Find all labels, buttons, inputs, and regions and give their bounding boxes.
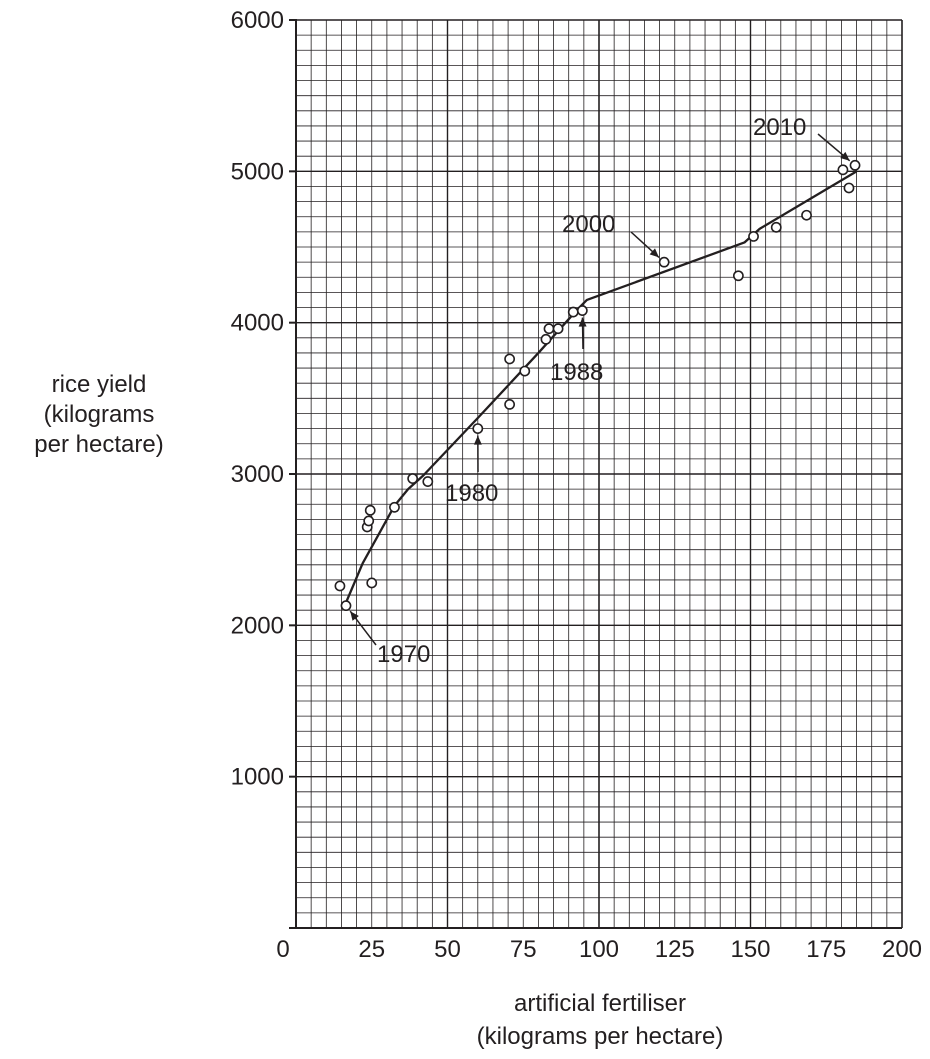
- data-point: [567, 306, 579, 318]
- data-point: [770, 221, 782, 233]
- grid: [295, 19, 903, 929]
- y-axis-label: rice yield (kilograms per hectare): [4, 370, 194, 460]
- data-point: [340, 600, 352, 612]
- tick-labels: 0 25 50 75 100 125 150 175 200 1000 2000 3000 4000 50…: [231, 7, 922, 963]
- x-axis-label-line: (kilograms per hectare): [476, 1023, 724, 1050]
- data-point: [843, 182, 855, 194]
- x-tick-label: 25: [358, 936, 385, 963]
- data-point: [504, 398, 516, 410]
- year-annotations: 1970 1980 1988 2000 2010: [349, 114, 851, 668]
- data-point: [576, 305, 588, 316]
- data-point: [504, 353, 516, 365]
- annotation-label: 2000: [562, 211, 615, 238]
- x-axis-label: artificial fertiliser (kilograms per hec…: [440, 987, 760, 1053]
- data-point: [519, 365, 531, 377]
- annotation-label: 1988: [550, 359, 603, 386]
- x-tick-label: 200: [882, 936, 922, 963]
- annotation-arrowhead: [840, 151, 850, 161]
- annotation-arrowhead: [350, 611, 359, 621]
- annotation-label: 1980: [445, 480, 498, 507]
- data-point: [364, 504, 376, 516]
- data-point: [334, 580, 346, 592]
- y-tick-label: 3000: [231, 461, 284, 488]
- annotation-arrowhead: [649, 248, 659, 258]
- annotation-label: 2010: [753, 114, 806, 141]
- data-point: [837, 164, 849, 176]
- y-axis-label-line: rice yield: [51, 371, 147, 398]
- x-axis-label-line: artificial fertiliser: [513, 990, 687, 1017]
- x-tick-label: 100: [579, 936, 619, 963]
- x-tick-label: 150: [730, 936, 770, 963]
- y-axis-label-line: per hectare): [34, 431, 164, 458]
- data-point: [543, 323, 555, 335]
- data-point: [366, 577, 378, 589]
- data-point: [540, 333, 552, 345]
- axes: [289, 19, 902, 929]
- data-point: [472, 423, 484, 434]
- y-tick-label: 6000: [231, 7, 284, 34]
- y-axis-label-line: (kilograms: [43, 401, 155, 428]
- y-tick-label: 4000: [231, 310, 284, 337]
- annotation-arrowhead: [578, 317, 587, 327]
- x-tick-label: 175: [806, 936, 846, 963]
- data-point: [389, 501, 400, 513]
- y-tick-label: 1000: [231, 764, 284, 791]
- trend-line: [344, 170, 858, 604]
- data-point: [407, 473, 419, 484]
- x-tick-label: 50: [434, 936, 461, 963]
- data-points: [334, 159, 861, 612]
- x-tick-label: 125: [655, 936, 695, 963]
- data-point: [801, 209, 812, 221]
- data-point: [849, 159, 861, 171]
- data-point: [732, 270, 744, 282]
- x-tick-label: 75: [510, 936, 537, 963]
- y-tick-label: 2000: [231, 612, 284, 639]
- data-point: [552, 323, 564, 335]
- annotation-arrowhead: [473, 435, 482, 445]
- data-point: [422, 476, 434, 487]
- x-tick-label: 0: [276, 936, 289, 963]
- data-point: [658, 256, 670, 268]
- annotation-label: 1970: [377, 641, 430, 668]
- y-tick-label: 5000: [231, 158, 284, 185]
- data-point: [363, 515, 375, 527]
- data-point: [748, 231, 759, 242]
